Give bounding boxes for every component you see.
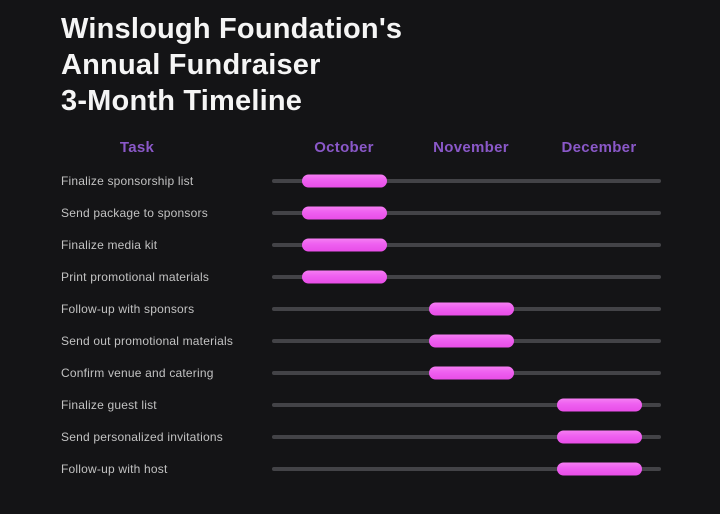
task-label: Finalize media kit (61, 238, 158, 253)
timeline-track (272, 435, 661, 440)
task-row: Send out promotional materials (0, 325, 720, 357)
timeline-track (272, 243, 661, 248)
timeline-bar (428, 302, 514, 316)
timeline-bar (302, 238, 387, 252)
task-row: Send personalized invitations (0, 421, 720, 453)
task-label: Finalize sponsorship list (61, 174, 194, 188)
timeline-bar (557, 462, 642, 476)
task-label: Finalize guest list (61, 398, 157, 413)
page-title: Winslough Foundation's Annual Fundraiser… (61, 11, 402, 119)
column-header-december: December (561, 139, 637, 156)
timeline-track (272, 179, 661, 183)
timeline-track (272, 275, 661, 280)
task-row: Finalize media kit (0, 229, 720, 261)
task-label: Send out promotional materials (61, 334, 234, 349)
timeline-bar (557, 398, 642, 412)
title-line-2: Annual Fundraiser (61, 49, 321, 81)
task-label: Send package to sponsors (61, 206, 208, 221)
timeline-track (272, 211, 661, 216)
timeline-bar (428, 334, 514, 348)
task-row: Follow-up with sponsors (0, 293, 720, 325)
task-row: Finalize sponsorship list (0, 165, 720, 197)
task-row: Confirm venue and catering (0, 357, 720, 389)
column-headers: Task October November December (0, 139, 720, 159)
task-label: Confirm venue and catering (61, 366, 214, 381)
timeline-bar (428, 366, 514, 380)
task-label: Follow-up with host (61, 462, 168, 477)
title-line-3: 3-Month Timeline (61, 85, 303, 117)
timeline-bar (302, 206, 387, 220)
column-header-task: Task (119, 139, 155, 156)
timeline-bar (302, 270, 387, 284)
timeline-track (272, 467, 661, 472)
timeline-bar (557, 430, 642, 444)
task-label: Print promotional materials (61, 270, 210, 285)
task-row: Print promotional materials (0, 261, 720, 293)
task-row: Send package to sponsors (0, 197, 720, 229)
task-label: Follow-up with sponsors (61, 302, 195, 317)
task-label: Send personalized invitations (61, 430, 223, 445)
task-row: Follow-up with host (0, 453, 720, 485)
column-header-november: November (433, 139, 509, 156)
title-line-1: Winslough Foundation's (61, 13, 403, 45)
timeline-track (272, 403, 661, 408)
task-row: Finalize guest list (0, 389, 720, 421)
column-header-october: October (314, 139, 374, 156)
timeline-bar (302, 174, 387, 188)
